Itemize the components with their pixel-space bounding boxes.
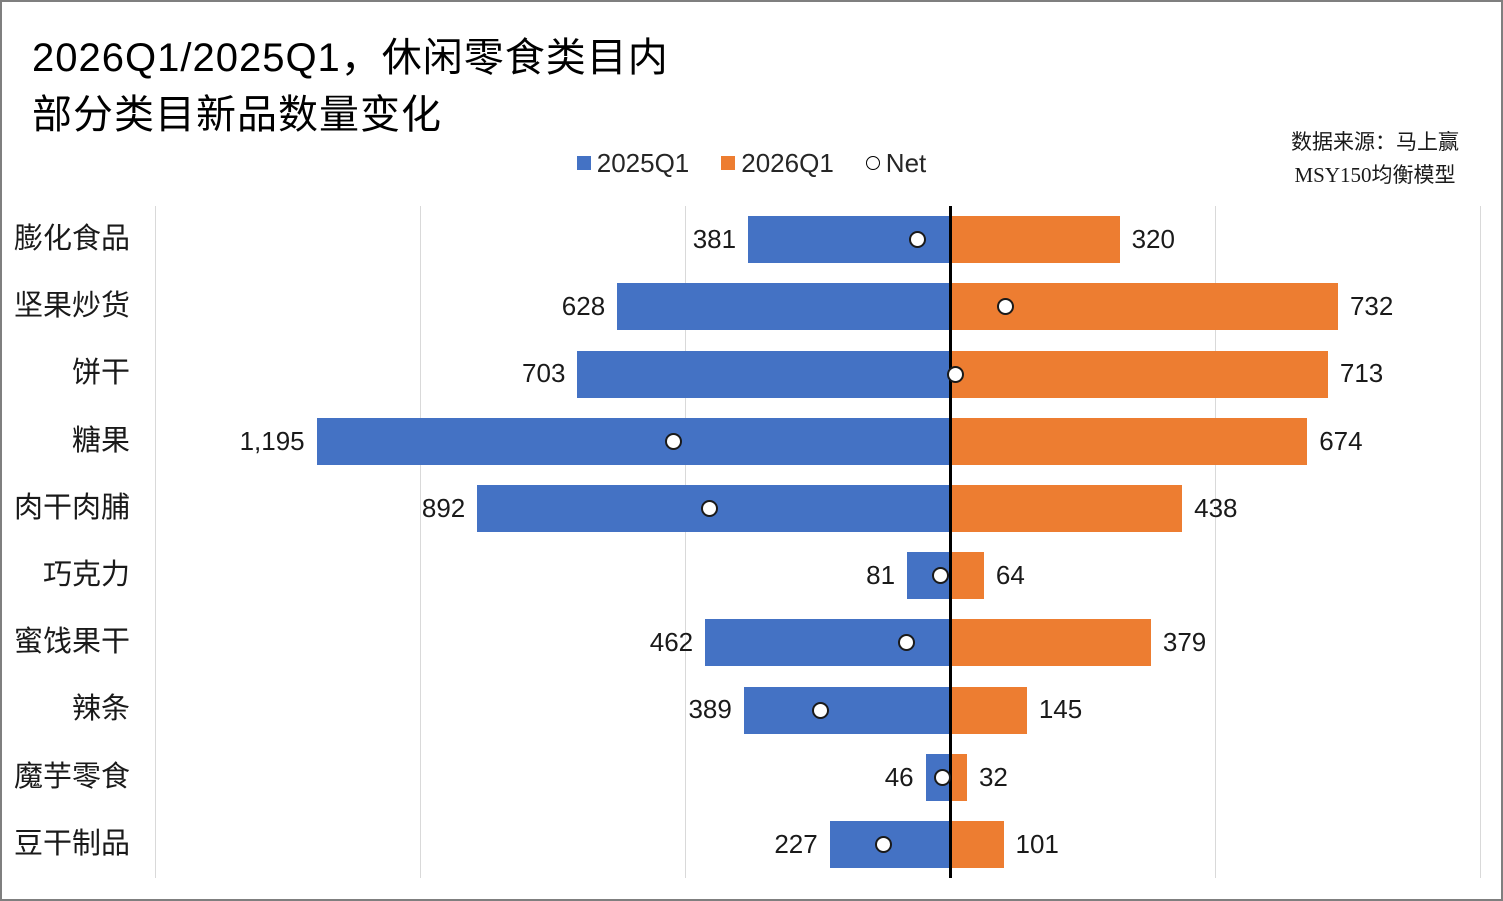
category-label: 辣条 <box>71 693 130 726</box>
bar-2026q1 <box>950 417 1308 465</box>
value-label-2025q1: 462 <box>649 627 694 658</box>
bar-2026q1 <box>950 484 1183 532</box>
net-marker <box>700 499 718 517</box>
category-label: 糖果 <box>71 424 130 457</box>
legend-item-2026q1: 2026Q1 <box>721 148 834 179</box>
value-label-2026q1: 732 <box>1349 291 1394 322</box>
value-label-2026q1: 145 <box>1038 694 1083 725</box>
bar-2026q1 <box>950 753 967 801</box>
net-marker <box>897 634 915 652</box>
axis-line <box>948 206 952 878</box>
legend: 2025Q1 2026Q1 Net <box>2 144 1501 182</box>
value-label-2026q1: 320 <box>1131 224 1175 254</box>
category-label: 肉干肉脯 <box>13 491 130 524</box>
bar-2025q1 <box>577 350 950 398</box>
legend-square-marker-2026q1 <box>721 156 736 170</box>
net-marker <box>996 298 1014 316</box>
net-marker <box>932 567 950 585</box>
bar-2026q1 <box>950 820 1004 868</box>
net-marker <box>874 835 892 853</box>
legend-item-2025q1: 2025Q1 <box>576 147 690 179</box>
value-label-2025q1: 46 <box>884 761 914 792</box>
legend-item-net: Net <box>865 147 927 179</box>
source-note: 数据来源：马上赢 MSY150均衡模型 <box>1291 126 1459 192</box>
bar-2026q1 <box>950 619 1151 667</box>
bar-2025q1 <box>743 686 950 734</box>
bar-2025q1 <box>617 283 950 331</box>
value-label-2025q1: 892 <box>421 492 466 523</box>
legend-circle-marker-net <box>865 156 880 170</box>
bar-2026q1 <box>950 350 1328 398</box>
plot-area: 381 320 628 732 703 713 1,195 674 892 438 81 64 462 3… <box>154 206 1481 878</box>
value-label-2026q1: 101 <box>1015 828 1059 859</box>
gridline <box>1479 206 1481 878</box>
value-label-2025q1: 703 <box>522 358 566 389</box>
net-marker <box>934 768 952 786</box>
category-label: 巧克力 <box>42 559 130 591</box>
value-label-2025q1: 227 <box>774 828 818 859</box>
chart-title-line1: 2026Q1/2025Q1，休闲零食类目内 <box>32 36 669 80</box>
net-marker <box>665 432 683 450</box>
category-label: 豆干制品 <box>13 827 130 860</box>
bar-2026q1 <box>950 552 984 600</box>
chart-title-line2: 部分类目新品数量变化 <box>32 93 442 137</box>
value-label-2025q1: 628 <box>561 291 606 322</box>
value-label-2026q1: 64 <box>995 560 1025 590</box>
bar-2026q1 <box>950 216 1120 264</box>
net-marker <box>909 231 927 249</box>
value-label-2025q1: 381 <box>692 224 737 254</box>
legend-label: 2026Q1 <box>741 147 834 178</box>
legend-square-marker-2025q1 <box>576 156 591 170</box>
value-label-2025q1: 1,195 <box>239 425 305 456</box>
category-label: 膨化食品 <box>13 223 130 255</box>
bar-2026q1 <box>950 686 1027 734</box>
value-label-2026q1: 713 <box>1339 358 1384 389</box>
category-label: 饼干 <box>71 357 130 390</box>
legend-label: 2025Q1 <box>596 147 690 178</box>
category-label: 坚果炒货 <box>13 290 130 323</box>
value-label-2026q1: 32 <box>978 761 1008 792</box>
gridline <box>1214 206 1216 878</box>
gridline <box>419 206 421 878</box>
value-label-2026q1: 438 <box>1194 492 1238 523</box>
category-label: 魔芋零食 <box>13 760 130 793</box>
source-note-line2: MSY150均衡模型 <box>1294 163 1456 187</box>
source-note-line1: 数据来源：马上赢 <box>1291 130 1459 154</box>
gridline <box>684 206 686 878</box>
chart-title: 2026Q1/2025Q1，休闲零食类目内 部分类目新品数量变化 <box>32 30 669 144</box>
value-label-2025q1: 81 <box>866 560 896 590</box>
bar-2026q1 <box>950 283 1338 331</box>
value-label-2026q1: 674 <box>1319 425 1363 456</box>
bar-2025q1 <box>316 417 950 465</box>
value-label-2025q1: 389 <box>688 694 732 725</box>
net-marker <box>946 365 964 383</box>
value-label-2026q1: 379 <box>1162 627 1207 658</box>
legend-label: Net <box>885 147 927 178</box>
category-label: 蜜饯果干 <box>13 626 130 659</box>
net-marker <box>812 701 830 719</box>
gridline <box>154 206 156 878</box>
